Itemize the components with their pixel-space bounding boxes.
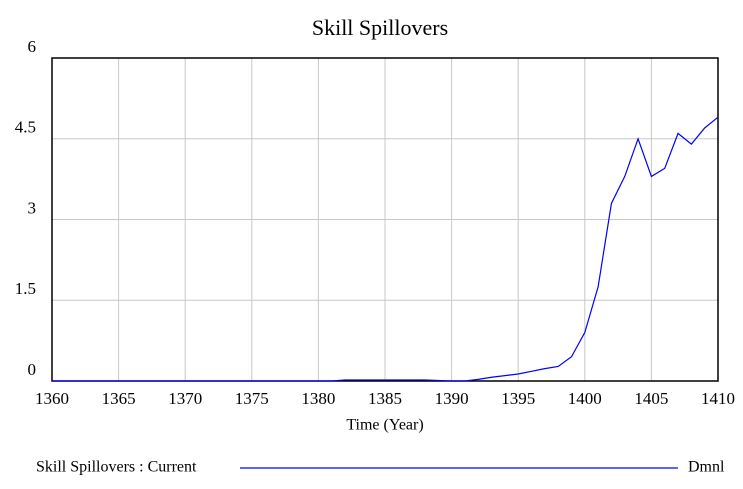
x-tick-label: 1405 xyxy=(634,389,668,408)
series-line xyxy=(52,116,719,382)
chart-title: Skill Spillovers xyxy=(312,15,448,40)
x-tick-label: 1390 xyxy=(435,389,469,408)
y-tick-label: 3 xyxy=(28,198,37,217)
x-tick-label: 1365 xyxy=(102,389,136,408)
x-tick-label: 1410 xyxy=(701,389,735,408)
y-tick-label: 1.5 xyxy=(15,279,36,298)
x-tick-label: 1380 xyxy=(301,389,335,408)
x-tick-label: 1360 xyxy=(35,389,69,408)
plot-frame xyxy=(51,57,719,382)
x-tick-label: 1400 xyxy=(568,389,602,408)
legend-label: Skill Spillovers : Current xyxy=(36,459,197,476)
x-axis-label: Time (Year) xyxy=(346,417,423,434)
y-tick-label: 0 xyxy=(28,360,37,379)
legend-unit: Dmnl xyxy=(688,459,725,476)
y-tick-label: 6 xyxy=(28,37,37,56)
x-tick-label: 1385 xyxy=(368,389,402,408)
x-tick-label: 1375 xyxy=(235,389,269,408)
y-tick-label: 4.5 xyxy=(15,118,36,137)
x-tick-label: 1395 xyxy=(501,389,535,408)
x-tick-label: 1370 xyxy=(168,389,202,408)
